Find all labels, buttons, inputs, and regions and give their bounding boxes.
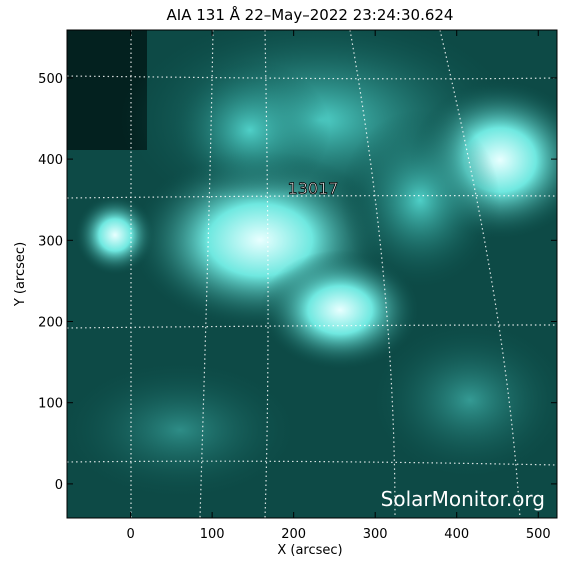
x-axis-label: X (arcsec): [277, 543, 342, 558]
x-tick-label: 300: [363, 527, 388, 542]
y-tick-label: 100: [38, 397, 63, 412]
y-tick-label: 500: [38, 72, 63, 87]
x-tick-label: 100: [200, 527, 225, 542]
y-tick-label: 200: [38, 316, 63, 331]
chart-title: AIA 131 Å 22–May–2022 23:24:30.624: [167, 5, 454, 24]
y-axis-label: Y (arcsec): [13, 242, 28, 307]
solar-image: [67, 30, 557, 518]
region-label: 13017: [288, 179, 339, 198]
x-tick-label: 400: [444, 527, 469, 542]
x-tick-label: 200: [281, 527, 306, 542]
x-tick-label: 0: [126, 527, 134, 542]
y-tick-label: 0: [55, 478, 63, 493]
y-tick-label: 400: [38, 153, 63, 168]
plot-frame: [66, 29, 558, 519]
x-tick-label: 500: [526, 527, 551, 542]
watermark: SolarMonitor.org: [381, 487, 545, 511]
y-tick-label: 300: [38, 234, 63, 249]
